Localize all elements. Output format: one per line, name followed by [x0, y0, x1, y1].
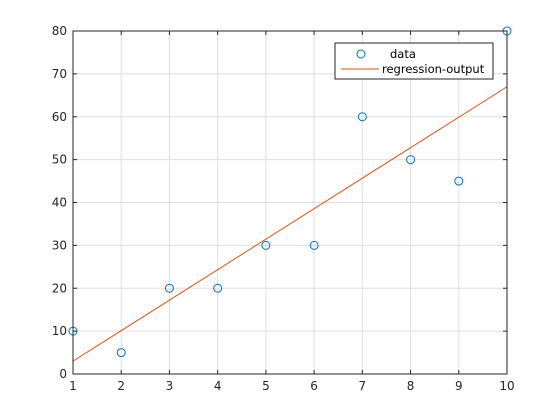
y-tick-label: 60 [52, 110, 67, 124]
x-tick-label: 7 [359, 379, 367, 393]
x-tick-label: 8 [407, 379, 415, 393]
y-tick-label: 80 [52, 24, 67, 38]
x-tick-label: 2 [117, 379, 125, 393]
x-tick-label: 1 [69, 379, 77, 393]
x-tick-label: 5 [262, 379, 270, 393]
legend-entry-label: regression-output [382, 62, 485, 76]
x-tick-label: 10 [499, 379, 514, 393]
y-tick-label: 10 [52, 324, 67, 338]
y-tick-label: 0 [59, 367, 67, 381]
y-tick-label: 20 [52, 281, 67, 295]
y-tick-label: 70 [52, 67, 67, 81]
y-tick-label: 40 [52, 196, 67, 210]
x-tick-label: 6 [310, 379, 318, 393]
x-tick-label: 3 [166, 379, 174, 393]
x-tick-label: 4 [214, 379, 222, 393]
y-tick-label: 50 [52, 153, 67, 167]
legend-entry-label: data [390, 47, 416, 61]
x-tick-label: 9 [455, 379, 463, 393]
y-tick-label: 30 [52, 238, 67, 252]
